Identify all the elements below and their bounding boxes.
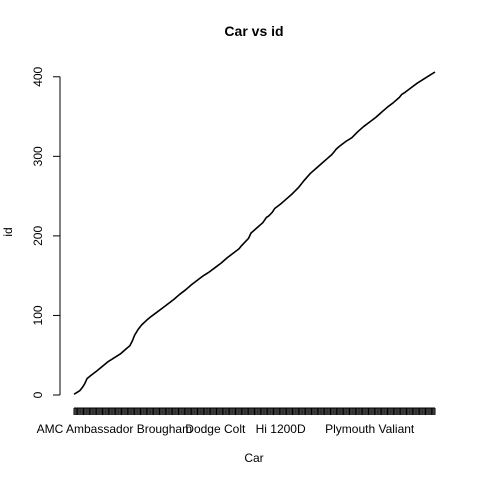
x-tick-label: Hi 1200D [256, 422, 306, 436]
y-tick-label: 100 [31, 305, 45, 325]
chart-title: Car vs id [224, 23, 283, 39]
series-layer [73, 71, 436, 395]
series-line-0 [73, 71, 436, 395]
x-tick-marks [73, 408, 436, 415]
x-tick-label: AMC Ambassador Brougham [37, 422, 192, 436]
y-axis: 0 100 200 300 400 [31, 66, 61, 398]
y-tick-label: 0 [31, 391, 45, 398]
y-tick-label: 300 [31, 146, 45, 166]
x-tick-label: Plymouth Valiant [325, 422, 415, 436]
y-axis-label: id [1, 227, 15, 236]
y-tick-label: 200 [31, 226, 45, 246]
x-tick-label: Dodge Colt [185, 422, 246, 436]
y-tick-label: 400 [31, 66, 45, 86]
x-axis-label: Car [244, 451, 263, 465]
